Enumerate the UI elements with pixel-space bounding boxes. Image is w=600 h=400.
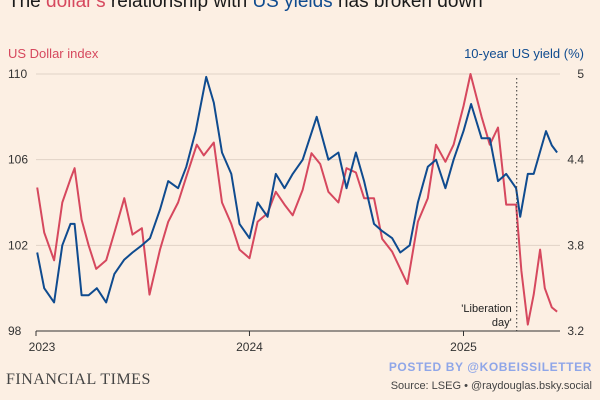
x-tick-label: 2024 — [236, 340, 263, 354]
right-axis-label: 10-year US yield (%) — [464, 46, 584, 61]
x-tick-label: 2025 — [450, 340, 477, 354]
liberation-day-label: 'Liberation — [461, 303, 511, 315]
chart-title: The dollar's relationship with US yields… — [8, 0, 483, 13]
treasury-yield-line — [36, 75, 558, 304]
title-prefix: The — [8, 0, 47, 12]
left-tick-label: 106 — [8, 153, 28, 167]
left-axis-label: US Dollar index — [8, 46, 99, 61]
left-tick-label: 98 — [8, 324, 22, 338]
dollar-index-line — [36, 73, 558, 326]
left-tick-label: 102 — [8, 238, 28, 252]
source-credit: Source: LSEG • @raydouglas.bsky.social — [390, 380, 592, 392]
title-suffix: has broken down — [332, 0, 483, 12]
title-middle: relationship with — [105, 0, 253, 12]
title-yields-word: US yields — [252, 0, 333, 12]
right-tick-label: 4.4 — [567, 153, 584, 167]
liberation-day-label: day' — [492, 317, 512, 329]
title-dollar-word: dollar's — [46, 0, 106, 12]
right-tick-label: 3.8 — [567, 238, 584, 252]
right-tick-label: 5 — [577, 67, 584, 81]
x-tick-label: 2023 — [29, 340, 56, 354]
left-tick-label: 110 — [8, 67, 27, 81]
right-tick-label: 3.2 — [567, 324, 584, 338]
publisher-logo: FINANCIAL TIMES — [6, 371, 151, 388]
watermark: POSTED BY @KOBEISSILETTER — [388, 360, 592, 374]
